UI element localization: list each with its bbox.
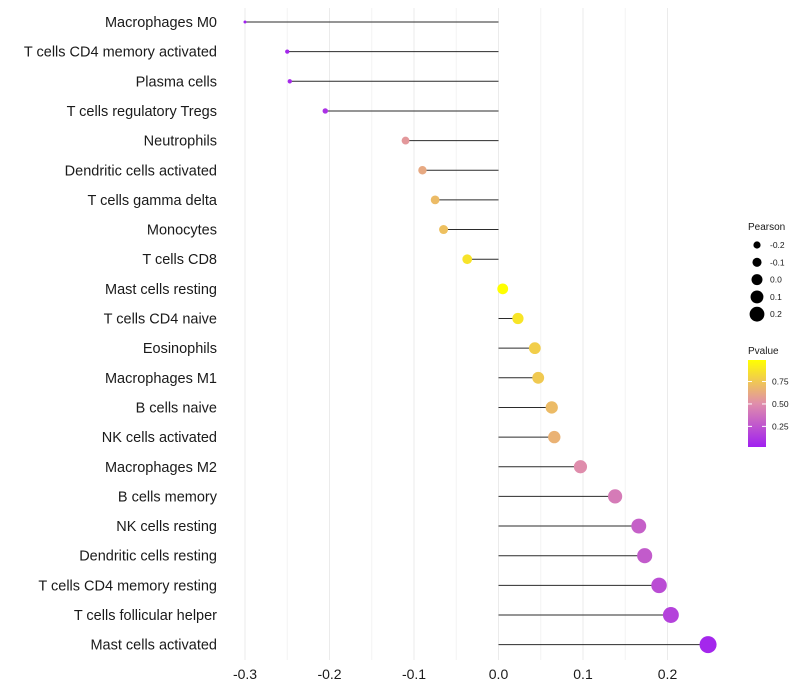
- category-label: T cells CD4 memory activated: [24, 45, 217, 61]
- category-label: B cells memory: [118, 489, 218, 505]
- category-label: T cells follicular helper: [74, 608, 217, 624]
- x-tick-label: -0.1: [402, 666, 426, 682]
- category-label: Plasma cells: [136, 74, 217, 90]
- x-axis-tick-labels: -0.3 -0.2 -0.1 0.0 0.1 0.2: [233, 666, 678, 682]
- lollipop-stems: [245, 21, 709, 646]
- category-label: Monocytes: [147, 223, 217, 239]
- lollipop-dot: [512, 312, 524, 325]
- lollipop-dot: [285, 49, 290, 54]
- category-label: Macrophages M1: [105, 371, 217, 387]
- lollipop-dot: [545, 401, 558, 414]
- size-legend-label: 0.0: [770, 275, 782, 285]
- x-tick-label: 0.1: [573, 666, 593, 682]
- category-label: Macrophages M0: [105, 15, 217, 31]
- color-legend-label: 0.75: [772, 377, 789, 387]
- size-legend-dot: [752, 257, 762, 267]
- size-legend-dot: [753, 241, 761, 249]
- lollipop-dot: [528, 342, 541, 355]
- color-legend-label: 0.25: [772, 421, 789, 431]
- lollipop-dot: [462, 254, 473, 265]
- lollipop-dot: [631, 518, 647, 534]
- lollipop-dot: [439, 225, 449, 235]
- lollipop-dot: [699, 636, 717, 654]
- size-legend-label: 0.1: [770, 292, 782, 302]
- lollipop-dot: [548, 430, 561, 444]
- category-label: Macrophages M2: [105, 460, 217, 476]
- size-legend-items: -0.2 -0.1 0.0 0.1 0.2: [749, 240, 785, 322]
- lollipop-dot: [651, 577, 667, 594]
- size-legend-label: 0.2: [770, 309, 782, 319]
- category-label: T cells gamma delta: [88, 193, 218, 209]
- category-label: Dendritic cells resting: [79, 549, 217, 565]
- lollipop-dot: [322, 108, 328, 114]
- lollipop-dot: [497, 283, 509, 295]
- category-label: Eosinophils: [143, 341, 217, 357]
- lollipop-dot: [662, 607, 679, 623]
- color-legend-label: 0.50: [772, 399, 789, 409]
- color-legend-title: Pvalue: [748, 346, 779, 357]
- category-label: NK cells activated: [102, 430, 217, 446]
- category-label: Dendritic cells activated: [65, 163, 217, 179]
- lollipop-dot: [573, 460, 588, 474]
- x-tick-label: 0.2: [658, 666, 678, 682]
- pvalue-colorbar: [748, 360, 766, 447]
- category-label: Mast cells resting: [105, 282, 217, 298]
- x-tick-label: -0.3: [233, 666, 257, 682]
- color-legend-ticks: 0.25 0.50 0.75: [748, 377, 789, 431]
- size-legend-dot: [751, 274, 763, 286]
- size-legend-title: Pearson: [748, 222, 785, 233]
- lollipop-dot: [608, 489, 623, 504]
- category-label: Neutrophils: [144, 134, 217, 150]
- x-tick-label: 0.0: [489, 666, 509, 682]
- category-label: B cells naive: [136, 400, 217, 416]
- lollipop-dot: [418, 166, 427, 175]
- lollipop-dot: [430, 195, 440, 205]
- lollipop-dot: [243, 20, 247, 24]
- lollipop-dot: [401, 136, 410, 145]
- category-label: T cells CD8: [142, 252, 217, 268]
- category-label: T cells CD4 memory resting: [38, 578, 217, 594]
- size-legend-label: -0.1: [770, 257, 785, 267]
- size-legend-dot: [750, 290, 764, 304]
- legend: Pearson -0.2 -0.1 0.0 0.1 0.2 Pvalue 0.25 0.5…: [748, 222, 789, 447]
- lollipop-dots: [243, 20, 717, 654]
- category-labels: Macrophages M0 T cells CD4 memory activat…: [24, 15, 218, 654]
- category-label: T cells regulatory Tregs: [67, 104, 217, 120]
- lollipop-dot: [637, 548, 653, 564]
- category-label: Mast cells activated: [90, 638, 217, 654]
- grid-lines: [244, 8, 668, 660]
- size-legend-label: -0.2: [770, 240, 785, 250]
- x-tick-label: -0.2: [317, 666, 341, 682]
- category-label: NK cells resting: [116, 519, 217, 535]
- lollipop-dot: [287, 79, 292, 84]
- lollipop-dot: [532, 371, 545, 384]
- size-legend-dot: [749, 306, 765, 322]
- category-label: T cells CD4 naive: [104, 312, 217, 328]
